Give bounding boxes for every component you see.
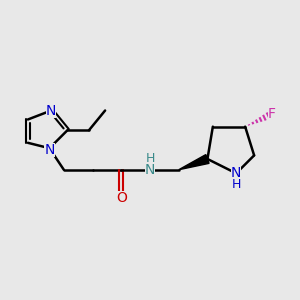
Text: F: F	[268, 107, 276, 121]
Text: H: H	[232, 178, 241, 190]
Text: N: N	[145, 163, 155, 177]
Text: N: N	[46, 103, 56, 118]
Text: H: H	[145, 152, 155, 165]
Text: N: N	[231, 166, 242, 180]
Polygon shape	[179, 154, 209, 170]
Text: N: N	[44, 143, 55, 157]
Text: O: O	[116, 191, 127, 206]
